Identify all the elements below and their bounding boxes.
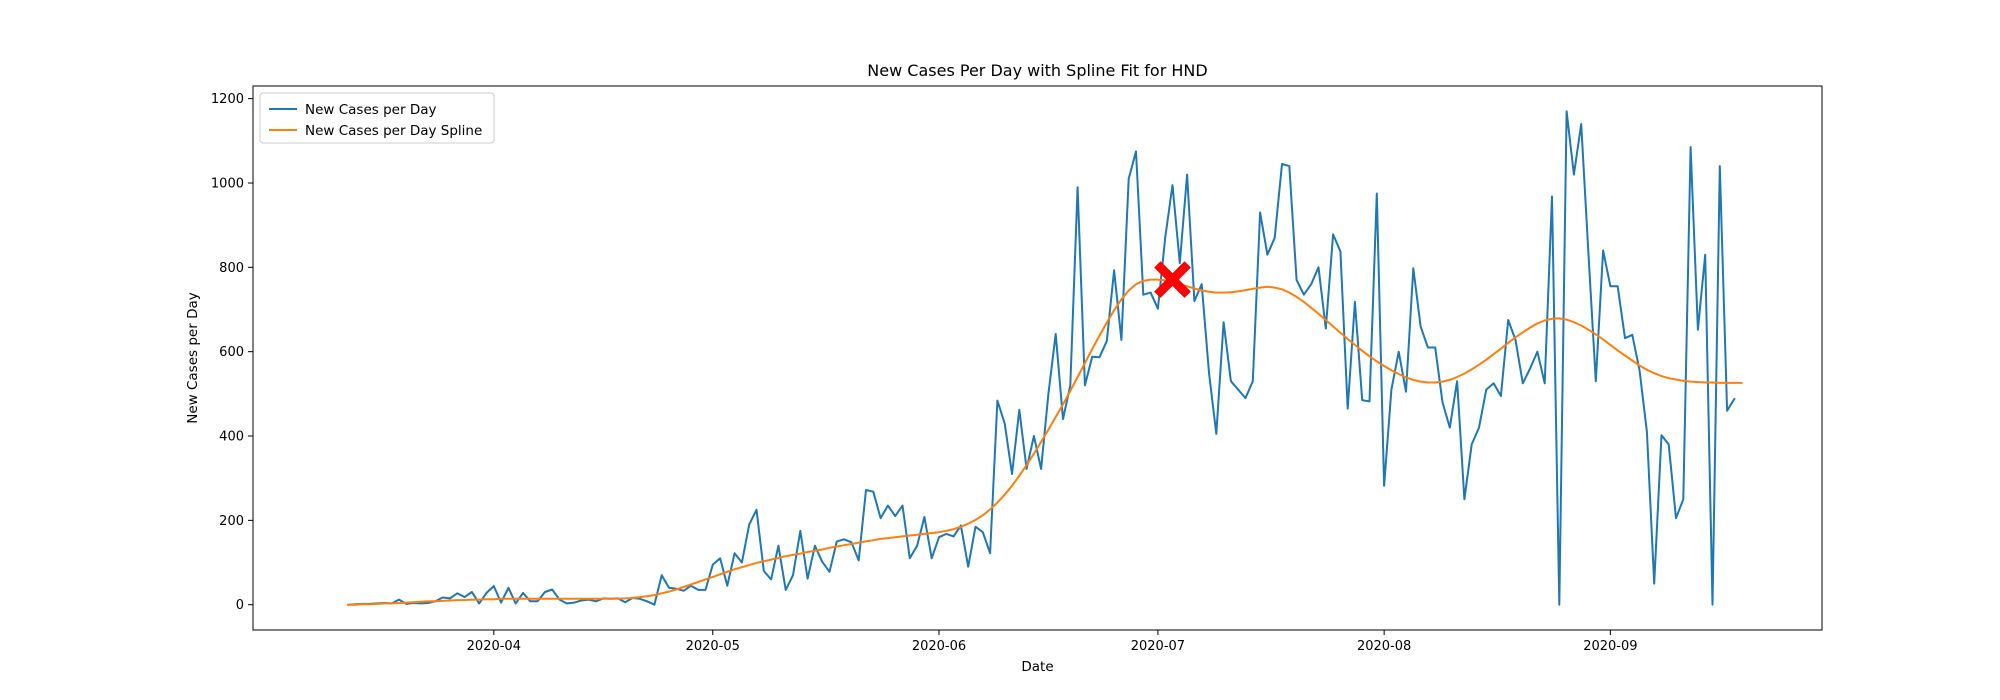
x-axis-ticks: 2020-04 2020-05 2020-06 2020-07 2020-08 2020-… <box>467 630 1638 654</box>
plot-frame <box>252 85 1823 631</box>
y-tick-label: 400 <box>219 430 244 445</box>
x-tick-label: 2020-08 <box>1357 639 1411 654</box>
y-tick-label: 800 <box>219 261 244 276</box>
x-tick-label: 2020-06 <box>912 639 966 654</box>
x-tick-label: 2020-09 <box>1583 639 1637 654</box>
y-tick-label: 600 <box>219 345 244 360</box>
y-tick-label: 200 <box>219 514 244 529</box>
x-tick-label: 2020-04 <box>467 639 521 654</box>
legend: New Cases per Day New Cases per Day Spli… <box>259 92 495 144</box>
peak-marker <box>1154 261 1191 298</box>
series-line-new-cases <box>346 110 1736 606</box>
annotation-layer <box>1154 261 1191 298</box>
y-tick-label: 1000 <box>211 176 244 191</box>
x-tick-label: 2020-05 <box>686 639 740 654</box>
x-tick-label: 2020-07 <box>1131 639 1185 654</box>
series-line-spline <box>346 278 1743 606</box>
y-tick-label: 0 <box>236 598 244 613</box>
legend-label-spline: New Cases per Day Spline <box>305 123 482 139</box>
x-axis-title: Date <box>1021 659 1053 675</box>
chart-title: New Cases Per Day with Spline Fit for HN… <box>867 61 1207 80</box>
legend-label-new-cases: New Cases per Day <box>305 102 436 118</box>
y-axis-ticks: 0 200 400 600 800 1000 1200 <box>211 92 253 613</box>
y-axis-title: New Cases per Day <box>185 292 201 423</box>
series-layer <box>346 110 1743 606</box>
legend-box <box>259 92 495 144</box>
y-tick-label: 1200 <box>211 92 244 107</box>
